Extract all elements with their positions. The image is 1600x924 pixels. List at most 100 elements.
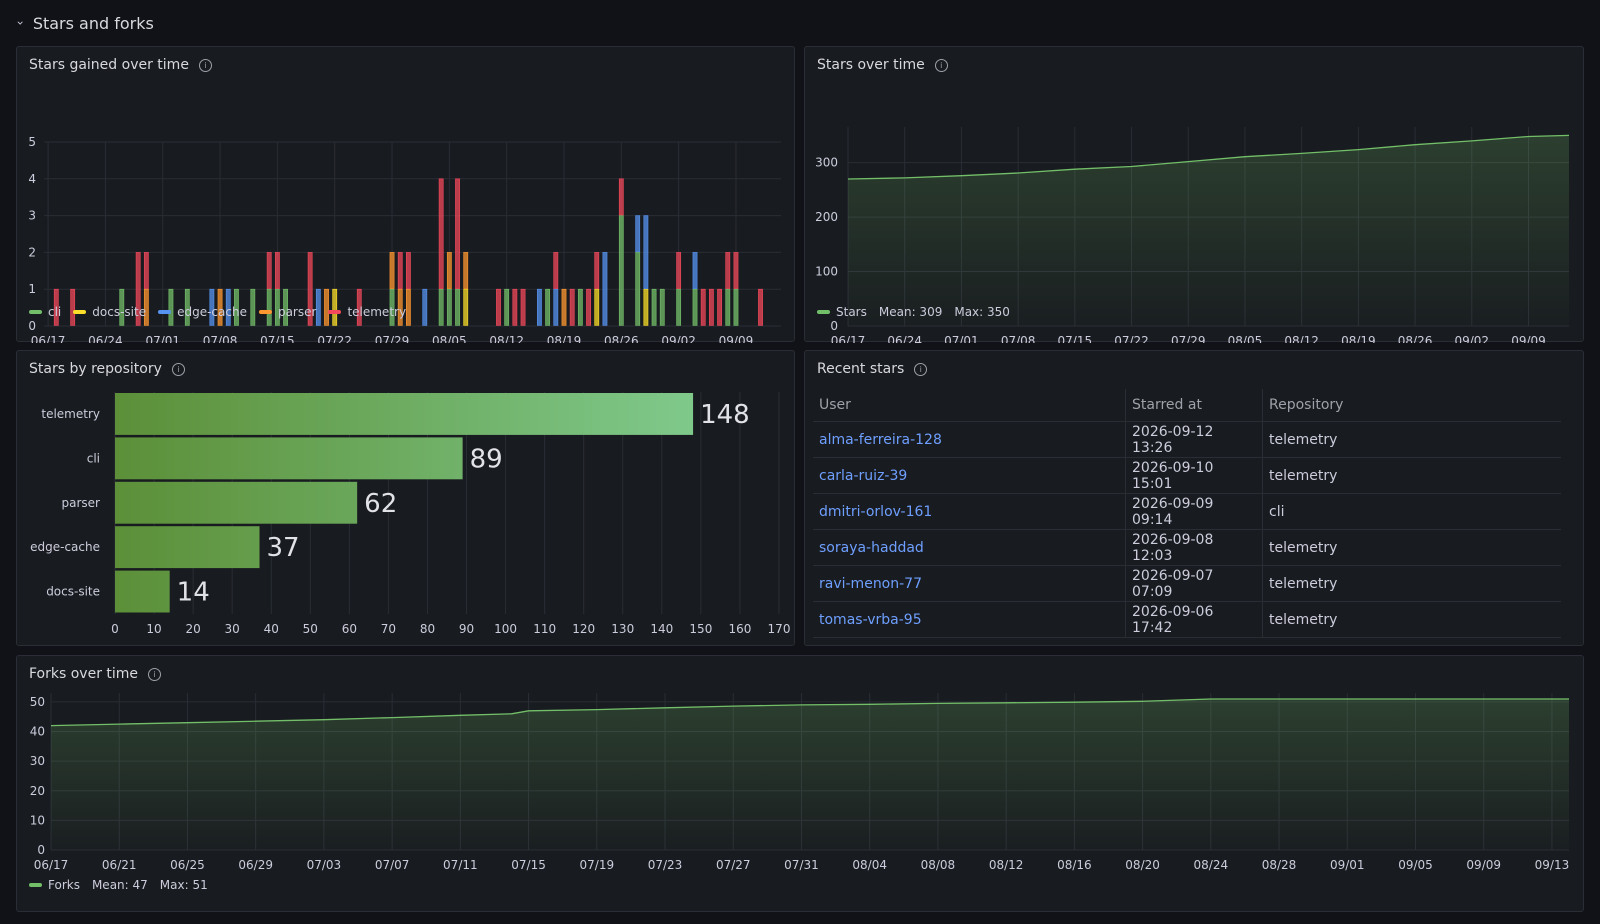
repository-cell: telemetry — [1262, 529, 1561, 566]
info-icon[interactable]: i — [148, 667, 162, 681]
legend-max: Max: 51 — [159, 878, 208, 892]
category-label-telemetry: telemetry — [41, 407, 100, 421]
bar-cli — [234, 288, 239, 326]
bar-cli — [635, 252, 641, 326]
table-row: soraya-haddad 2026-09-08 12:03 telemetry — [813, 529, 1561, 566]
legend: Stars Mean: 309 Max: 350 — [817, 305, 1010, 319]
x-tick-label: 140 — [650, 622, 673, 636]
bar-edge-cache — [315, 288, 321, 326]
y-tick-label: 0 — [37, 843, 45, 857]
user-link[interactable]: alma-ferreira-128 — [813, 421, 1126, 458]
x-tick-label: 08/05 — [432, 334, 467, 343]
user-link[interactable]: tomas-vrba-95 — [813, 601, 1126, 638]
x-tick-label: 120 — [572, 622, 595, 636]
x-tick-label: 08/08 — [921, 858, 956, 872]
legend-item-telemetry[interactable]: telemetry — [328, 305, 406, 319]
legend-item-edge-cache[interactable]: edge-cache — [158, 305, 247, 319]
bar-cli — [651, 288, 657, 326]
info-icon[interactable]: i — [934, 58, 948, 72]
y-tick-label: 30 — [30, 754, 45, 768]
bar-telemetry — [356, 288, 362, 326]
x-tick-label: 07/29 — [375, 334, 410, 343]
x-tick-label: 08/20 — [1125, 858, 1160, 872]
value-label-parser: 62 — [364, 489, 397, 519]
x-tick-label: 80 — [420, 622, 435, 636]
series-line-stars — [847, 134, 1570, 180]
bar-telemetry — [266, 252, 272, 289]
x-tick-label: 07/22 — [317, 334, 352, 343]
column-header-user[interactable]: User — [813, 389, 1126, 422]
bar-telemetry — [717, 288, 722, 326]
bar-cli — [725, 288, 731, 326]
table-row: ravi-menon-77 2026-09-07 07:09 telemetry — [813, 565, 1561, 602]
bar-cli — [676, 288, 682, 326]
bar-telemetry — [569, 288, 575, 326]
legend-item-docs-site[interactable]: docs-site — [73, 305, 146, 319]
x-tick-label: 07/15 — [260, 334, 295, 343]
x-tick-label: 07/03 — [307, 858, 342, 872]
x-tick-label: 09/05 — [1398, 858, 1433, 872]
x-tick-label: 40 — [264, 622, 279, 636]
x-tick-label: 07/15 — [511, 858, 546, 872]
x-tick-label: 0 — [111, 622, 119, 636]
bar-parser — [561, 288, 567, 326]
x-tick-label: 10 — [146, 622, 161, 636]
x-tick-label: 07/22 — [1114, 334, 1149, 343]
column-header-repository[interactable]: Repository — [1262, 389, 1561, 422]
bar-edge-cache — [692, 252, 698, 289]
category-label-docs-site: docs-site — [46, 585, 100, 599]
info-icon[interactable]: i — [914, 362, 928, 376]
x-tick-label: 07/01 — [944, 334, 979, 343]
bar-parser — [446, 252, 452, 289]
legend-item-parser[interactable]: parser — [258, 305, 316, 319]
bar-edge-cache — [635, 215, 641, 253]
forks-over-time-chart: 0 10 20 30 40 50 06/17 06/21 06/25 06/29 07/03 07/0… — [30, 693, 1570, 872]
legend-swatch — [29, 310, 42, 314]
bar-cli — [274, 288, 280, 326]
series-line-forks — [50, 698, 1569, 727]
row-header-stars-and-forks[interactable]: › Stars and forks — [13, 10, 153, 36]
legend-item-stars[interactable]: Stars — [817, 305, 867, 319]
user-link[interactable]: ravi-menon-77 — [813, 565, 1126, 602]
x-tick-label: 07/31 — [784, 858, 819, 872]
bar-cli — [733, 288, 739, 326]
x-tick-label: 170 — [768, 622, 791, 636]
user-link[interactable]: dmitri-orlov-161 — [813, 493, 1126, 530]
info-icon[interactable]: i — [198, 58, 212, 72]
panel-header[interactable]: Stars over time i — [817, 57, 948, 73]
bar-docs-site — [643, 288, 649, 326]
bar-cli — [504, 288, 510, 326]
x-tick-label: 08/19 — [1341, 334, 1376, 343]
x-tick-label: 08/05 — [1228, 334, 1263, 343]
info-icon[interactable]: i — [171, 362, 185, 376]
legend-item-cli[interactable]: cli — [29, 305, 61, 319]
bar-telemetry — [700, 288, 706, 326]
x-tick-label: 06/24 — [88, 334, 123, 343]
panel-header[interactable]: Stars gained over time i — [29, 57, 212, 73]
legend-item-forks[interactable]: Forks — [29, 878, 80, 892]
table-row: tomas-vrba-95 2026-09-06 17:42 telemetry — [813, 601, 1561, 638]
x-tick-label: 08/28 — [1262, 858, 1297, 872]
y-tick-label: 1 — [28, 282, 36, 296]
starred-at-cell: 2026-09-08 12:03 — [1125, 529, 1263, 566]
panel-header[interactable]: Forks over time i — [29, 666, 162, 682]
bar-telemetry — [618, 178, 624, 216]
y-tick-label: 2 — [28, 245, 36, 259]
legend-swatch — [328, 310, 342, 314]
y-tick-label: 5 — [28, 135, 36, 149]
panel-header[interactable]: Stars by repository i — [29, 361, 185, 377]
panel-title: Stars by repository — [29, 361, 162, 377]
column-header-starred-at[interactable]: Starred at — [1125, 389, 1263, 422]
bar-telemetry — [733, 252, 739, 289]
x-tick-label: 07/01 — [145, 334, 180, 343]
x-tick-label: 09/13 — [1535, 858, 1570, 872]
repository-cell: telemetry — [1262, 565, 1561, 602]
panel-header[interactable]: Recent stars i — [817, 361, 928, 377]
x-tick-label: 08/12 — [1284, 334, 1319, 343]
chevron-down-icon[interactable]: › — [13, 20, 28, 26]
user-link[interactable]: soraya-haddad — [813, 529, 1126, 566]
user-link[interactable]: carla-ruiz-39 — [813, 457, 1126, 494]
panel-title: Stars over time — [817, 57, 925, 73]
bar-cli — [618, 215, 624, 326]
panel-title: Stars gained over time — [29, 57, 189, 73]
